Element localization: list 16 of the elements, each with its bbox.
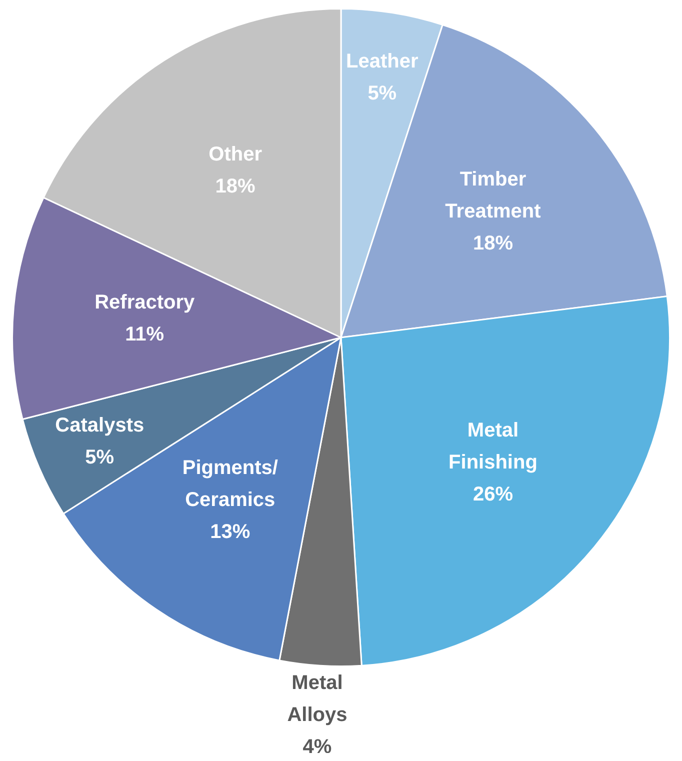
slice-label: Pigments/Ceramics — [182, 457, 278, 512]
data-label: 5% — [85, 446, 114, 468]
data-label: 26% — [472, 484, 514, 506]
data-label: 13% — [210, 521, 250, 544]
slice-label: Refractory — [94, 291, 196, 314]
data-label: 11% — [125, 323, 164, 346]
slice-label: Catalysts — [55, 414, 144, 436]
data-label: 5% — [368, 82, 397, 104]
slice-label: Leather — [346, 50, 418, 72]
slice-label: Metal Finishing — [448, 420, 538, 474]
slice-label: Metal Alloys — [287, 672, 348, 726]
slice-label: Other — [208, 143, 262, 166]
data-label: 4% — [302, 736, 332, 758]
data-label: 18% — [215, 175, 256, 198]
slice-label: Timber Treatment — [445, 168, 542, 222]
data-label: 18% — [472, 232, 514, 254]
